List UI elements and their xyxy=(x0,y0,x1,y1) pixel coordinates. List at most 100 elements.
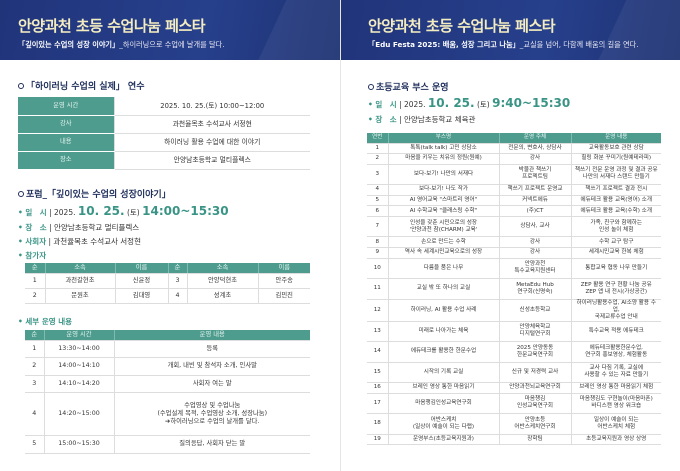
table-cell: 하이러닝, AI 활용 수업 사례 xyxy=(387,299,499,322)
training-table: 운영 시간 2025. 10. 25.(토) 10:00~12:00 강사 과천율목초… xyxy=(18,97,310,170)
table-cell: 2 xyxy=(25,357,44,376)
table-row: 3 14:10~14:20 사회자 여는 말 xyxy=(25,375,310,393)
table-row: 1 과천갈현초 신윤정 3 안양덕현초 안주송 xyxy=(25,273,310,289)
table-cell: AI 영어교육 "스마트리 영어" xyxy=(387,195,499,207)
table-row: 운영 시간 2025. 10. 25.(토) 10:00~12:00 xyxy=(18,97,310,116)
table-cell: 2 xyxy=(367,153,388,165)
table-cell: 톡톡(talk talk) 고민 상담소 xyxy=(387,143,499,155)
column-header: 소속 xyxy=(186,263,258,274)
table-cell: 하이러닝활용수업, AI소양 활용 수업, 국제교류수업 안내 xyxy=(570,299,661,322)
training-title: 「하이러닝 수업의 실제」 연수 xyxy=(18,79,144,92)
table-cell: 9 xyxy=(367,247,388,259)
table-cell: 수업영상 및 수업나눔 (수업설계 목적, 수업영상 소개, 성장나눔) ➔하이… xyxy=(113,392,310,436)
table-cell: 4 xyxy=(167,288,187,304)
detail-label: • 세부 운영 내용 xyxy=(18,317,73,326)
column-header: 부스명 xyxy=(387,133,499,144)
booth-table: 연번 부스명 운영 주체 운영 내용 1 톡톡(talk talk) 고민 상담소 전문의,… xyxy=(367,133,661,446)
forum-title: 포럼_「깊이있는 수업의 성장이야기」 xyxy=(18,187,171,200)
row-label: 장소 xyxy=(18,151,114,170)
table-row: 강사 과천율목초 수석교사 서정현 xyxy=(18,115,310,134)
table-row: 11 교실 밖 또 하나의 교실 MetaEdu Hub 연구회(신명숙) ZEP 활… xyxy=(367,278,661,300)
table-cell: 16 xyxy=(367,382,388,394)
table-row: 4 보다-보기! 나도 작가 책쓰기 프로젝트 운영교 책쓰기 프로젝트 결과 전시 xyxy=(367,184,661,196)
column-header: 순 xyxy=(25,263,45,274)
table-cell: 마음챙김도 구현놀이(마음마폰) 바디스캔 영상 워크숍 xyxy=(570,393,661,415)
row-value: 안양남초등학교 멀티플렉스 xyxy=(113,151,310,170)
circle-bullet-icon xyxy=(18,83,24,89)
table-cell: 장학팀 xyxy=(498,434,571,446)
table-row: 9 역사 속 세계시민교육으로의 성장 강사 세계시민교육 한복 체험 xyxy=(367,247,661,259)
table-cell: 김대영 xyxy=(114,288,168,304)
column-header: 운영 내용 xyxy=(570,133,661,144)
table-cell: 브레인 영상 통한 마음읽기 xyxy=(387,382,499,394)
table-row: 장소 안양남초등학교 멀티플렉스 xyxy=(18,151,310,170)
table-row: 17 마음챙김인성교육연구회 마음챙김 인성교육연구회 마음챙김도 구현놀이(마음마폰… xyxy=(367,393,661,415)
table-row: 2 14:00~14:10 개회, 내빈 및 참석자 소개, 인사말 xyxy=(25,357,310,376)
table-cell: 보다-보기! 나만의 서재다 xyxy=(387,164,499,186)
table-row: 1 톡톡(talk talk) 고민 상담소 전문의, 변호사, 상담사 교육활동보호… xyxy=(367,143,661,155)
table-cell: 에듀테크활용한문수업, 연구회 홍보영상, 체험활동 xyxy=(570,341,661,363)
table-cell: 역사 속 세계시민교육으로의 성장 xyxy=(387,247,499,259)
forum-place: • 장 소 | 안양남초등학교 멀티플렉스 xyxy=(18,223,140,232)
circle-bullet-icon xyxy=(18,191,24,197)
booth-date: • 일 시 | 2025. 10. 25. (토) 9:40~15:30 xyxy=(368,96,571,110)
table-cell: 커넥트에듀 xyxy=(498,195,571,207)
table-row: 12 하이러닝, AI 활용 수업 사례 신성초등학교 하이러닝활용수업, AI소양 … xyxy=(367,299,661,322)
column-header: 운영 주체 xyxy=(498,133,571,144)
column-header: 이름 xyxy=(257,263,310,274)
table-cell: 안양과천뇌교육연구회 xyxy=(498,382,571,394)
table-cell: 교육활동보호 관련 상담 xyxy=(570,143,661,155)
table-cell: 개회, 내빈 및 참석자 소개, 인사말 xyxy=(113,357,310,376)
row-label: 내용 xyxy=(18,133,114,152)
table-cell: 마음을 키우는 치유의 정원(원예) xyxy=(387,153,499,165)
table-cell: 교사 다짐 기록, 교실에 사용할 수 있는 자료 만들기 xyxy=(570,362,661,384)
table-cell: 힐링 화분 꾸미기(원예테라피) xyxy=(570,153,661,165)
table-cell: 1 xyxy=(25,340,44,358)
table-row: 내용 하이러닝 활용 수업에 대한 이야기 xyxy=(18,133,310,152)
table-cell: 19 xyxy=(367,434,388,446)
table-cell: 6 xyxy=(367,205,388,217)
table-cell: 가족, 친구와 함께하는 인성 놀이 체험 xyxy=(570,216,661,238)
table-cell: 손으로 만드는 수학 xyxy=(387,236,499,249)
column-header: 순 xyxy=(167,263,187,274)
table-cell: 3 xyxy=(167,273,187,289)
table-cell: 사회자 여는 말 xyxy=(113,375,310,393)
right-subtitle-rest: _교실을 넘어, 다함께 배움의 길을 연다. xyxy=(519,40,639,49)
column-header: 이름 xyxy=(114,263,168,274)
table-cell: 안양과천 특수교육지원센터 xyxy=(498,258,571,280)
right-subtitle: 「Edu Festa 2025: 배움, 성장 그리고 나눔」_교실을 넘어, … xyxy=(368,40,680,50)
table-cell: 에듀테크 활용 교육(영어) 소개 xyxy=(570,195,661,207)
table-cell: 안양덕현초 xyxy=(186,273,258,289)
table-cell: 일상이 예술이 되는 어반스케치 체험 xyxy=(570,413,661,435)
table-cell: 2025 안양동동 한문교육연구회 xyxy=(498,341,571,363)
table-cell: 책쓰기 프로젝트 결과 전시 xyxy=(570,184,661,196)
table-cell: 문원초 xyxy=(44,288,115,304)
table-cell: 14:00~14:10 xyxy=(43,357,114,376)
table-row: 6 AI 수학교육 "클래스링 수학" (주)CT 에듀테크 활용 교육(수학) 소개 xyxy=(367,205,661,217)
forum-host: • 사회자 | 과천율목초 수석교사 서정현 xyxy=(18,237,141,246)
table-cell: 3 xyxy=(367,164,388,186)
table-row: 5 AI 영어교육 "스마트리 영어" 커넥트에듀 에듀테크 활용 교육(영어) 소개 xyxy=(367,195,661,207)
booth-place: • 장 소 | 안양남초등학교 체육관 xyxy=(368,115,476,124)
table-cell: 14:20~15:00 xyxy=(43,392,114,436)
table-row: 1 13:30~14:00 등록 xyxy=(25,340,310,358)
table-cell: 14:10~14:20 xyxy=(43,375,114,393)
table-cell: 13 xyxy=(367,321,388,343)
table-cell: 수학 교구 탐구 xyxy=(570,236,661,249)
table-row: 18 어반스케치 (일상이 예술이 되는 다랩) 안양초등 어반스케치연구회 일상이 … xyxy=(367,413,661,435)
table-cell: 5 xyxy=(367,195,388,207)
table-row: 14 에듀테크를 활용한 한문수업 2025 안양동동 한문교육연구회 에듀테크활용한… xyxy=(367,341,661,363)
table-cell: 다름을 품은 나무 xyxy=(387,258,499,280)
table-cell: 18 xyxy=(367,413,388,435)
table-cell: 에듀테크를 활용한 한문수업 xyxy=(387,341,499,363)
table-row: 2 마음을 키우는 치유의 정원(원예) 강사 힐링 화분 꾸미기(원예테라피) xyxy=(367,153,661,165)
table-cell: 통합교육 협동 나무 만들기 xyxy=(570,258,661,280)
right-page: 안양과천 초등 수업나눔 페스타 「Edu Festa 2025: 배움, 성장… xyxy=(340,0,680,471)
forum-title-text: 포럼_「깊이있는 수업의 성장이야기」 xyxy=(26,190,171,200)
table-cell: 전문의, 변호사, 상담사 xyxy=(498,143,571,155)
left-subtitle-rest: _하이러닝으로 수업에 날개를 달다. xyxy=(119,40,225,49)
left-subtitle-bold: 「깊이있는 수업의 성장 이야기」 xyxy=(18,40,120,49)
left-page: 안양과천 초등 수업나눔 페스타 「깊이있는 수업의 성장 이야기」_하이러닝으… xyxy=(0,0,340,471)
table-cell: 보다-보기! 나도 작가 xyxy=(387,184,499,196)
table-cell: 질의응답, 사회자 닫는 말 xyxy=(113,435,310,454)
